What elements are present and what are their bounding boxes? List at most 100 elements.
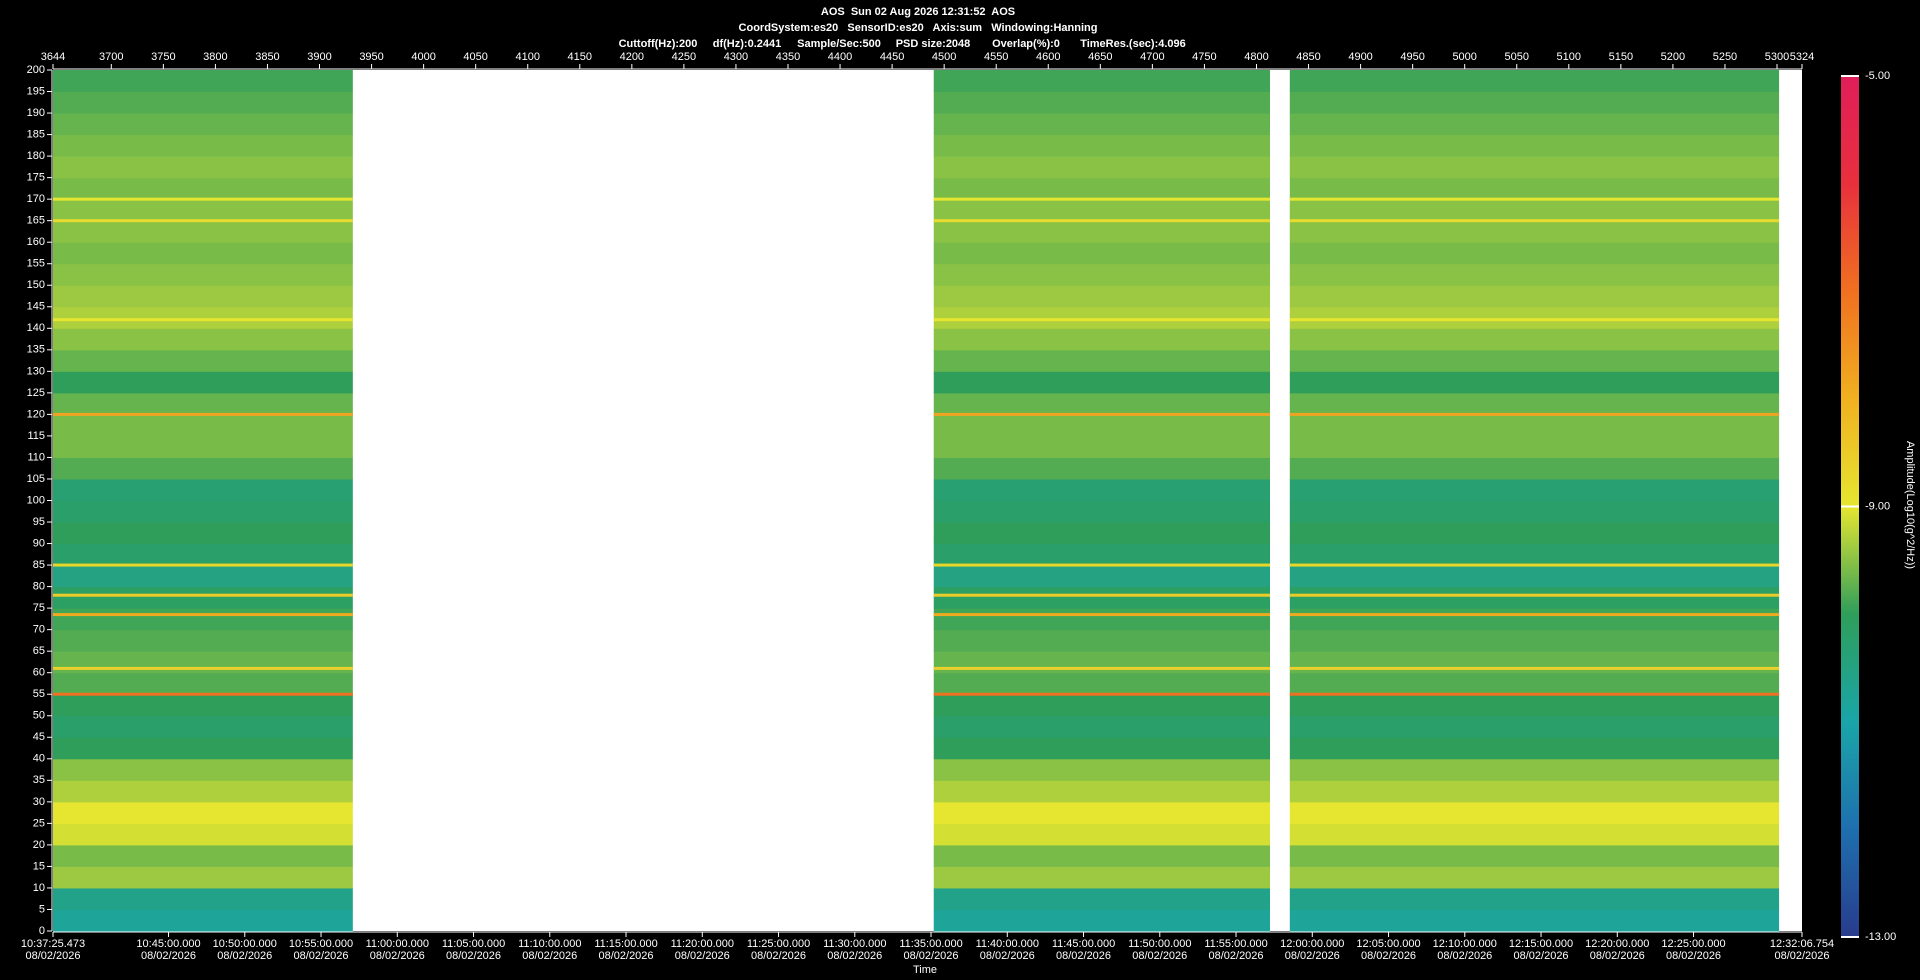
- time-tick-date: 08/02/2026: [1361, 950, 1416, 962]
- spectrum-cell: [1289, 306, 1780, 329]
- spectrum-cell: [53, 134, 353, 157]
- spectral-line: [1289, 219, 1780, 223]
- time-tick-date: 08/02/2026: [598, 950, 653, 962]
- spectrum-cell: [53, 328, 353, 351]
- spectrum-cell: [933, 651, 1271, 674]
- time-tick-label: 11:25:00.000: [747, 938, 810, 950]
- parameter: Sample/Sec:500: [797, 38, 881, 50]
- y-tick-label: 45: [33, 731, 45, 743]
- spectral-line: [933, 666, 1271, 670]
- spectrum-cell: [933, 694, 1271, 717]
- spectrum-cell: [933, 909, 1271, 932]
- time-tick-date: 08/02/2026: [1285, 950, 1340, 962]
- spectrum-cell: [53, 199, 353, 222]
- spectral-line: [933, 197, 1271, 201]
- x-tick-label: 3850: [255, 51, 279, 63]
- spectrum-cell: [933, 113, 1271, 136]
- spectral-line: [53, 318, 353, 322]
- spectrum-cell: [933, 414, 1271, 437]
- spectrum-cell: [53, 651, 353, 674]
- x-tick-label: 4450: [880, 51, 904, 63]
- spectrum-cell: [1289, 414, 1780, 437]
- spectrum-cell: [53, 672, 353, 695]
- time-tick-label: 12:20:00.000: [1585, 938, 1649, 950]
- spectrum-cell: [933, 478, 1271, 501]
- spectrum-cell: [933, 220, 1271, 243]
- x-tick-label: 4050: [463, 51, 487, 63]
- x-tick-label: 4750: [1192, 51, 1216, 63]
- spectrum-cell: [1289, 672, 1780, 695]
- spectrum-cell: [1289, 371, 1780, 394]
- spectrum-cell: [1289, 435, 1780, 458]
- spectrum-cell: [933, 887, 1271, 910]
- spectrum-cell: [53, 758, 353, 781]
- spectrum-cell: [933, 392, 1271, 415]
- y-tick-label: 130: [27, 365, 45, 377]
- spectrum-cell: [933, 522, 1271, 545]
- spectrum-cell: [1289, 392, 1780, 415]
- y-tick-label: 120: [27, 408, 45, 420]
- spectrum-cell: [933, 199, 1271, 222]
- spectrum-cell: [1289, 70, 1780, 93]
- spectrum-cell: [53, 414, 353, 437]
- x-tick-label: 4550: [984, 51, 1008, 63]
- spectrum-cell: [53, 263, 353, 286]
- y-tick-label: 60: [33, 667, 45, 679]
- y-tick-label: 80: [33, 581, 45, 593]
- spectrum-cell: [53, 285, 353, 308]
- x-tick-label: 4600: [1036, 51, 1060, 63]
- y-tick-label: 30: [33, 796, 45, 808]
- spectral-line: [53, 666, 353, 670]
- spectrum-cell: [1289, 328, 1780, 351]
- y-tick-label: 0: [39, 925, 45, 937]
- y-tick-label: 145: [27, 301, 45, 313]
- spectral-line: [933, 593, 1271, 597]
- spectrum-cell: [1289, 134, 1780, 157]
- spectrum-cell: [1289, 909, 1780, 932]
- y-tick-label: 150: [27, 279, 45, 291]
- time-tick-label: 10:55:00.000: [289, 938, 353, 950]
- spectral-line: [1289, 692, 1780, 696]
- x-tick-label: 4700: [1140, 51, 1164, 63]
- spectrum-cell: [933, 500, 1271, 523]
- y-tick-label: 85: [33, 559, 45, 571]
- spectral-line: [933, 412, 1271, 416]
- spectrum-cell: [53, 500, 353, 523]
- y-tick-label: 10: [33, 882, 45, 894]
- parameter: TimeRes.(sec):4.096: [1080, 38, 1186, 50]
- spectrum-cell: [1289, 844, 1780, 867]
- time-tick-date: 08/02/2026: [751, 950, 806, 962]
- x-axis-label: Time: [913, 964, 937, 976]
- spectrum-cell: [933, 435, 1271, 458]
- spectrum-cell: [933, 371, 1271, 394]
- spectrum-cell: [1289, 177, 1780, 200]
- time-tick-date: 08/02/2026: [1056, 950, 1111, 962]
- spectrum-cell: [933, 780, 1271, 803]
- spectrum-cell: [933, 134, 1271, 157]
- x-tick-label: 4250: [672, 51, 696, 63]
- colorbar-label: Amplitude(Log10(g^2/Hz)): [1904, 441, 1916, 569]
- spectral-line: [1289, 613, 1780, 617]
- spectrum-cell: [933, 672, 1271, 695]
- spectrum-cell: [1289, 694, 1780, 717]
- spectrum-cell: [53, 586, 353, 609]
- y-tick-label: 50: [33, 710, 45, 722]
- y-tick-label: 195: [27, 85, 45, 97]
- x-tick-label: 4400: [828, 51, 852, 63]
- spectrum-cell: [53, 543, 353, 566]
- spectrum-cell: [933, 285, 1271, 308]
- y-tick-label: 165: [27, 215, 45, 227]
- y-tick-label: 70: [33, 624, 45, 636]
- x-tick-label: 4900: [1348, 51, 1372, 63]
- x-tick-label: 5324: [1790, 51, 1814, 63]
- spectrum-cell: [1289, 199, 1780, 222]
- time-tick-date: 08/02/2026: [141, 950, 196, 962]
- y-tick-label: 65: [33, 645, 45, 657]
- time-tick-date: 08/02/2026: [522, 950, 577, 962]
- y-tick-label: 115: [27, 430, 45, 442]
- x-tick-label: 4950: [1400, 51, 1424, 63]
- time-tick-label: 12:32:06.754: [1770, 938, 1834, 950]
- spectral-line: [933, 563, 1271, 567]
- spectrum-cell: [933, 70, 1271, 93]
- spectrum-cell: [53, 177, 353, 200]
